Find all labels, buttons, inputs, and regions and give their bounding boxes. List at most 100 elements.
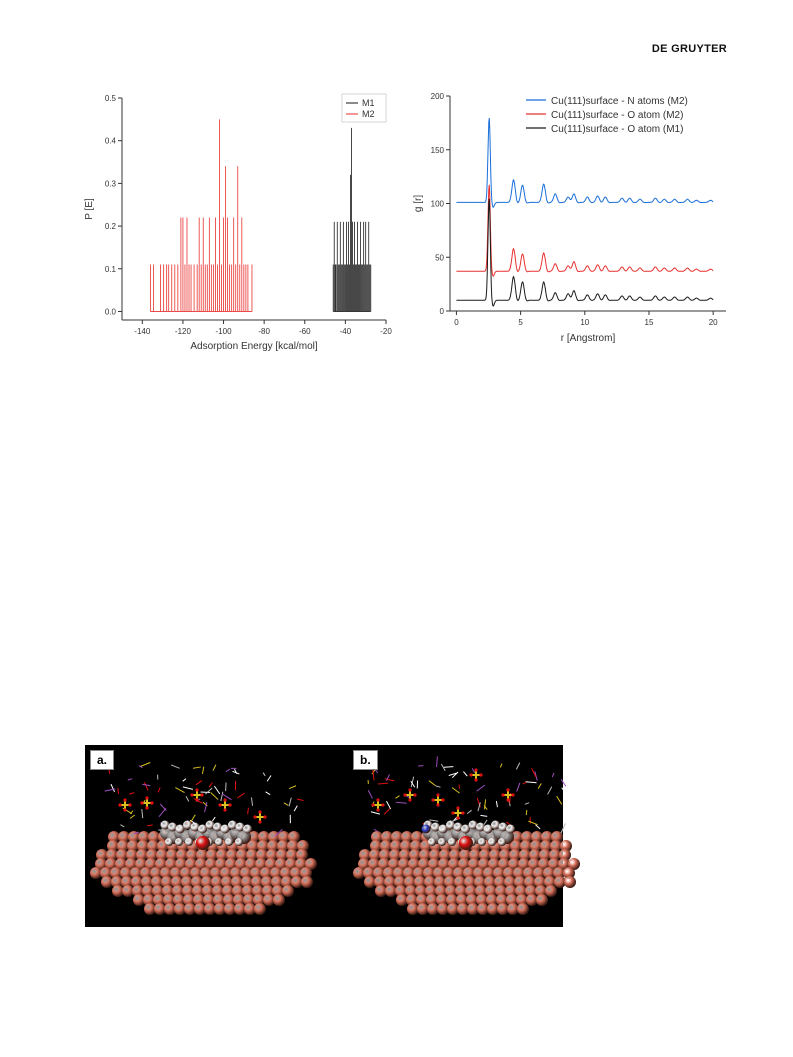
copper-atom <box>184 903 196 915</box>
copper-atom <box>403 867 415 879</box>
copper-atom <box>466 894 478 906</box>
hydrogen-atom <box>160 820 170 830</box>
copper-atom <box>275 858 287 870</box>
copper-atom <box>469 849 481 861</box>
adsorbed-molecule <box>160 820 252 850</box>
copper-atom <box>495 885 507 897</box>
copper-atom <box>183 894 195 906</box>
sulfate-oxygen <box>190 793 194 797</box>
bond <box>395 801 407 804</box>
y-tick-label: 0.5 <box>105 94 117 103</box>
bond <box>560 779 567 787</box>
sulfate-oxygen <box>195 788 199 792</box>
copper-atom <box>504 876 516 888</box>
copper-atom <box>115 858 127 870</box>
copper-atom <box>390 840 402 852</box>
sulfate-group <box>190 788 204 802</box>
copper-atom <box>280 867 292 879</box>
sulfate-group <box>501 788 515 802</box>
copper-atom <box>538 858 550 870</box>
y-tick-label: 50 <box>435 253 444 262</box>
copper-atom <box>405 885 417 897</box>
sulfate-group <box>371 798 385 812</box>
copper-atom <box>262 885 274 897</box>
copper-atom <box>163 894 175 906</box>
copper-atom <box>406 894 418 906</box>
bond <box>561 787 567 794</box>
copper-atom <box>285 858 297 870</box>
copper-atom <box>127 840 139 852</box>
copper-atom <box>270 867 282 879</box>
copper-atom <box>374 876 386 888</box>
y-axis-label: g [r] <box>413 195 424 212</box>
copper-atom <box>224 903 236 915</box>
copper-atom <box>108 831 120 843</box>
hydrogen-atom <box>491 820 500 830</box>
bond <box>429 819 439 822</box>
copper-atom <box>509 849 521 861</box>
copper-atom <box>125 858 137 870</box>
copper-atom <box>150 867 162 879</box>
copper-atom <box>467 903 479 915</box>
copper-atom <box>282 885 294 897</box>
sulfate-group <box>140 796 154 810</box>
sulfate-oxygen <box>408 798 412 802</box>
copper-atom <box>368 858 380 870</box>
copper-atom <box>226 849 238 861</box>
copper-atom <box>110 867 122 879</box>
sulfate-group <box>469 768 483 782</box>
hydrogen-atom <box>235 838 243 846</box>
y-tick-label: 0.1 <box>105 265 117 274</box>
copper-atom <box>185 858 197 870</box>
copper-atom <box>550 840 562 852</box>
copper-atom <box>116 849 128 861</box>
bond <box>266 775 272 782</box>
bond <box>208 782 213 788</box>
copper-atom <box>213 894 225 906</box>
bond <box>212 816 216 822</box>
copper-atom <box>233 894 245 906</box>
bond <box>516 782 521 792</box>
hydrogen-atom <box>183 820 192 830</box>
copper-atom <box>221 876 233 888</box>
copper-atom <box>291 876 303 888</box>
copper-atom <box>260 867 272 879</box>
x-tick-label: -140 <box>134 327 151 336</box>
bond <box>451 787 460 794</box>
copper-atom <box>433 867 445 879</box>
legend-label-M1: M1 <box>362 98 375 108</box>
bond <box>237 792 245 799</box>
bond <box>288 785 297 790</box>
copper-atom <box>133 894 145 906</box>
copper-atom <box>162 885 174 897</box>
legend-label-0: Cu(111)surface - N atoms (M2) <box>551 96 688 107</box>
bond <box>477 802 481 812</box>
copper-atom <box>288 831 300 843</box>
bond <box>265 791 271 796</box>
bond <box>142 783 151 787</box>
copper-atom <box>393 867 405 879</box>
bond <box>210 792 219 800</box>
copper-atom <box>449 849 461 861</box>
bond <box>159 803 167 811</box>
hydrogen-atom <box>488 838 496 846</box>
copper-atom <box>107 840 119 852</box>
copper-atom <box>230 867 242 879</box>
bond <box>192 766 201 769</box>
copper-atom <box>130 867 142 879</box>
hydrogen-atom <box>438 824 448 834</box>
copper-atom <box>246 849 258 861</box>
copper-atom <box>111 876 123 888</box>
sulfate-oxygen <box>376 808 380 812</box>
copper-atom <box>520 840 532 852</box>
sulfate-oxygen <box>263 815 267 819</box>
copper-atom <box>244 903 256 915</box>
sulfate-oxygen <box>479 773 483 777</box>
copper-atom <box>297 840 309 852</box>
copper-atom <box>138 831 150 843</box>
publisher-brand: DE GRUYTER <box>651 43 727 55</box>
hydrogen-atom <box>498 822 508 832</box>
copper-atom <box>190 867 202 879</box>
copper-atom <box>252 885 264 897</box>
sulfate-oxygen <box>501 793 505 797</box>
